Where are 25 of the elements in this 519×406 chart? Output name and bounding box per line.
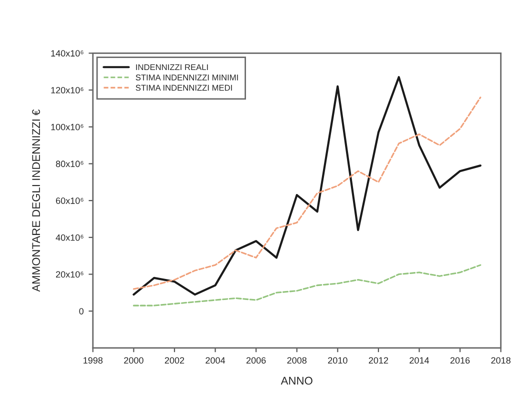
x-tick-label: 2010	[328, 357, 348, 364]
x-tick-label: 2004	[206, 357, 226, 364]
x-tick-label: 2002	[164, 357, 184, 364]
x-tick-label: 2006	[246, 357, 266, 364]
x-tick-label: 2014	[410, 357, 430, 364]
y-axis-title: AMMONTARE DEGLI INDENNIZZI €	[32, 109, 40, 292]
y-tick-label: 40x10⁶	[56, 234, 84, 241]
legend-label: STIMA INDENNIZZI MEDI	[136, 84, 232, 91]
y-tick-label: 120x10⁶	[51, 87, 84, 94]
y-tick-label: 80x10⁶	[56, 160, 84, 168]
y-tick-label: 60x10⁶	[56, 198, 84, 204]
line-series	[132, 264, 482, 306]
x-tick-label: 2000	[124, 357, 144, 364]
legend-label: INDENNIZZI REALI	[136, 64, 208, 70]
x-axis-title: ANNO	[280, 376, 312, 385]
y-tick-label: 20x10⁶	[56, 271, 84, 278]
y-tick-label: 0	[79, 308, 84, 314]
legend-label: STIMA INDENNIZZI MINIMI	[136, 74, 238, 80]
y-tick-label: 100x10⁶	[51, 124, 84, 130]
x-tick-label: 2018	[491, 357, 510, 364]
y-tick-label: 140x10⁶	[51, 50, 84, 57]
x-tick-label: 1998	[84, 357, 103, 364]
x-tick-label: 2016	[450, 357, 470, 364]
x-tick-label: 2012	[368, 357, 388, 364]
x-tick-label: 2008	[287, 357, 307, 364]
